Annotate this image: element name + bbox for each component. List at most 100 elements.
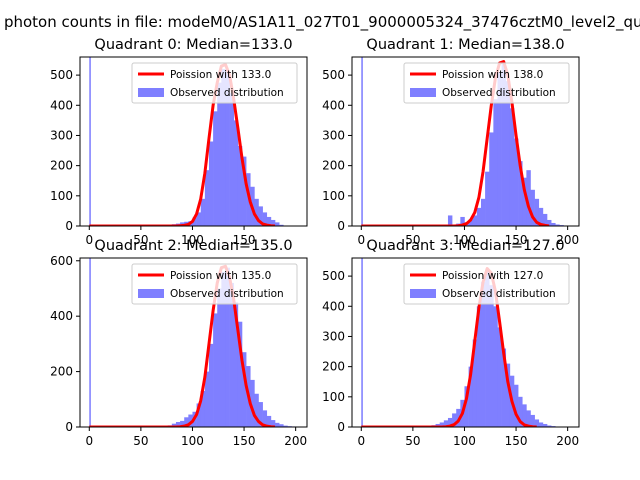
- y-tick-label: 500: [50, 68, 73, 82]
- histogram-bar: [435, 423, 441, 427]
- histogram-bar: [551, 222, 556, 226]
- histogram-bar: [275, 422, 280, 427]
- histogram-bar: [497, 72, 502, 226]
- histogram-bar: [472, 339, 478, 427]
- legend: Poission with 135.0 Observed distribution: [131, 263, 298, 305]
- x-tick-label: 0: [357, 434, 365, 448]
- histogram-bar: [171, 423, 177, 427]
- histogram-bar: [476, 306, 482, 427]
- histogram-bar: [522, 404, 527, 427]
- histogram-bar: [485, 270, 490, 427]
- plot-area: [89, 57, 284, 226]
- y-tick-label: 0: [337, 420, 345, 434]
- histogram-bar: [221, 69, 226, 226]
- histogram-bar: [192, 217, 197, 226]
- histogram-bar: [196, 212, 202, 226]
- y-tick-label: 200: [322, 360, 345, 374]
- histogram-bar: [279, 224, 284, 226]
- histogram-bar: [270, 219, 276, 226]
- histogram-bar: [200, 198, 206, 226]
- histogram-bar: [530, 189, 535, 226]
- x-tick-label: 150: [505, 233, 528, 247]
- histogram-bar: [237, 321, 243, 427]
- histogram-bar: [555, 224, 560, 226]
- histogram-bar: [493, 306, 498, 427]
- histogram-bar: [200, 390, 206, 427]
- histogram-bar: [196, 403, 202, 427]
- histogram-bar: [250, 379, 255, 427]
- histogram-bar: [452, 413, 457, 427]
- histogram-bar: [509, 108, 515, 226]
- histogram-bar: [489, 285, 494, 427]
- histogram-bar: [464, 386, 469, 427]
- histogram-bar: [204, 371, 210, 427]
- x-tick-label: 0: [357, 233, 365, 247]
- histogram-bar: [513, 384, 519, 427]
- histogram-bar: [497, 327, 502, 427]
- histogram-bar: [229, 93, 235, 226]
- x-tick-label: 150: [233, 233, 256, 247]
- histogram-bar: [534, 198, 540, 226]
- histogram-bar: [547, 425, 552, 427]
- histogram-bar: [254, 393, 259, 427]
- histogram-bar: [476, 207, 482, 226]
- x-tick-label: 50: [133, 434, 148, 448]
- legend: Poission with 127.0 Observed distribution: [403, 263, 570, 305]
- histogram-bar: [542, 213, 548, 226]
- zero-count-bar: [89, 57, 91, 226]
- legend-observed-label: Observed distribution: [442, 288, 556, 300]
- histogram-bar: [221, 271, 226, 427]
- y-tick-label: 400: [50, 98, 73, 112]
- y-tick-label: 600: [50, 254, 73, 268]
- histogram-bar: [225, 72, 230, 226]
- histogram-bar: [208, 343, 214, 427]
- chart-title: Quadrant 3: Median=127.0: [366, 238, 564, 254]
- histogram-bar: [526, 170, 531, 226]
- legend-box: [131, 263, 298, 305]
- x-tick-label: 100: [453, 233, 476, 247]
- axes-frame: [351, 257, 580, 428]
- legend-observed-swatch: [410, 289, 436, 298]
- histogram-bar: [542, 423, 548, 427]
- legend-box: [403, 263, 570, 305]
- histogram-bar: [526, 410, 531, 427]
- histogram-bar: [258, 402, 263, 427]
- histogram-bar: [447, 215, 453, 226]
- histogram-bar: [254, 198, 259, 226]
- histogram-bar: [518, 396, 523, 427]
- histogram-bar: [213, 111, 218, 226]
- y-tick-label: 100: [50, 189, 73, 203]
- x-tick-label: 100: [453, 434, 476, 448]
- histogram-bar: [480, 282, 486, 427]
- histogram-bar: [262, 410, 268, 427]
- x-tick-label: 150: [233, 434, 256, 448]
- histogram-bar: [443, 420, 449, 427]
- legend-observed-swatch: [138, 289, 164, 298]
- zero-count-bar: [361, 57, 363, 226]
- zero-count-bar: [361, 258, 363, 427]
- histogram-bar: [241, 352, 247, 427]
- histogram-bar: [180, 420, 185, 427]
- histogram-bar: [522, 177, 527, 226]
- y-tick-label: 0: [65, 420, 73, 434]
- zero-count-bar: [89, 258, 91, 427]
- histogram-bar: [279, 424, 284, 427]
- histogram-bar: [530, 414, 535, 427]
- chart-panel-2: Quadrant 2: Median=135.0 0 50 100 150 200 0 200…: [50, 238, 308, 448]
- histogram-bar: [213, 313, 218, 427]
- legend-poisson-label: Poission with 135.0: [170, 270, 271, 282]
- y-tick-label: 200: [50, 159, 73, 173]
- y-tick-label: 100: [322, 189, 345, 203]
- y-tick-label: 400: [322, 98, 345, 112]
- legend-observed-label: Observed distribution: [170, 288, 284, 300]
- histogram-bar: [447, 417, 453, 427]
- histogram-bar: [175, 422, 181, 427]
- histogram-bar: [468, 219, 474, 226]
- histogram-bar: [208, 141, 214, 226]
- x-tick-label: 200: [556, 434, 579, 448]
- x-tick-label: 0: [85, 434, 93, 448]
- histogram-bar: [538, 422, 544, 427]
- axes-frame: [351, 56, 580, 227]
- y-tick-label: 300: [322, 329, 345, 343]
- legend-poisson-label: Poission with 127.0: [442, 270, 543, 282]
